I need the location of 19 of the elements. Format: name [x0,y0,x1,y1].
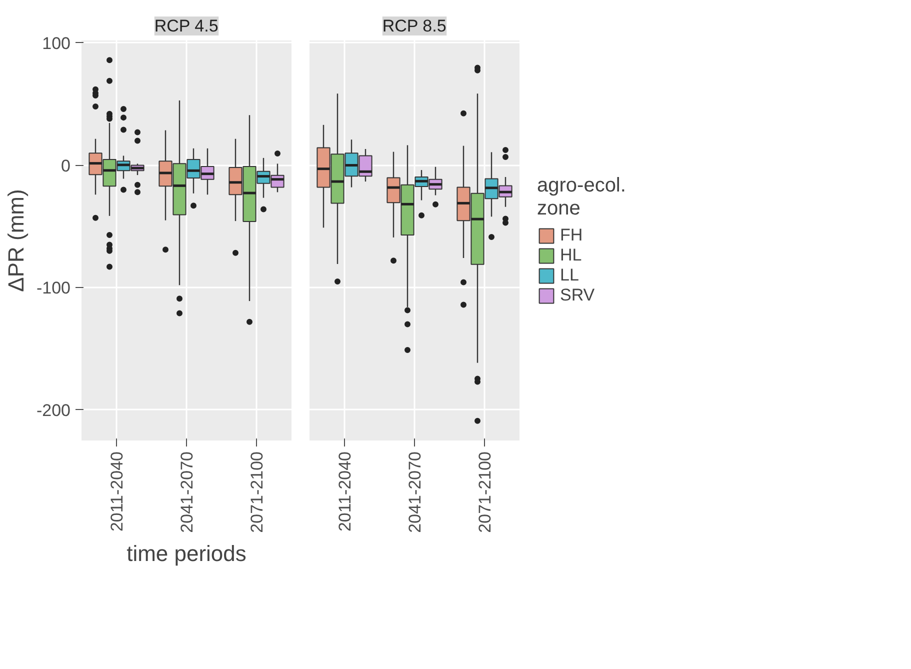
x-tick-label: 2011-2040 [108,451,126,532]
x-tick-label: 2011-2040 [336,451,354,532]
legend-title: agro-ecol. zone [537,174,626,220]
y-tick-label: 0 [61,156,71,176]
x-tick-label: 2041-2070 [178,451,196,533]
x-tick-label: 2071-2100 [476,451,494,533]
y-tick-label: -100 [36,278,71,298]
x-tick-label: 2071-2100 [248,451,266,533]
x-tick-label: 2041-2070 [406,451,424,533]
y-tick-label: 100 [42,34,71,53]
y-axis-title: ΔPR (mm) [3,189,28,292]
legend-label: FH [560,226,583,246]
chart-title: RCP 8.5 [382,16,446,36]
legend-label: LL [560,266,580,286]
legend-label: SRV [560,286,595,306]
chart-title: RCP 4.5 [154,16,218,36]
legend-label: HL [560,246,582,266]
x-axis-title: time periods [126,540,246,566]
y-tick-label: -200 [36,400,71,420]
